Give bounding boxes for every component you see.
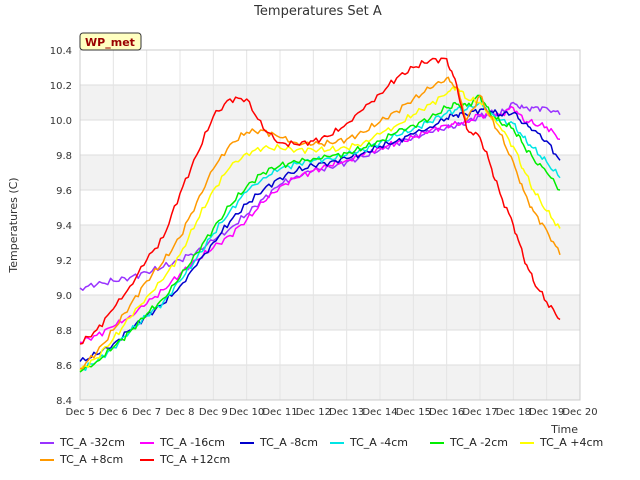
legend-swatch [140,459,154,461]
x-tick-label: Dec 20 [562,407,597,418]
legend-label: TC_A -4cm [350,436,409,449]
legend-swatch [330,442,344,444]
legend-swatch [40,459,54,461]
plot-area-border [79,49,581,401]
y-tick-label: 8.6 [56,361,72,372]
series-line [79,94,561,373]
legend-label: TC_A -2cm [450,436,509,449]
legend-label: TC_A +4cm [540,436,604,449]
legend-label: TC_A -8cm [260,436,319,449]
legend-label: TC_A +8cm [60,453,124,466]
x-tick-label: Dec 9 [199,407,228,418]
x-tick-label: Dec 18 [496,407,531,418]
x-tick-label: Dec 7 [132,407,161,418]
legend-swatch [240,442,254,444]
series-line [79,76,561,370]
y-tick-label: 8.4 [56,396,72,407]
y-tick-label: 9.0 [56,291,72,302]
badge-text: WP_met [85,36,135,49]
x-tick-label: Dec 17 [462,407,497,418]
y-tick-label: 9.8 [56,151,72,162]
legend-item: TC_A -2cm [430,436,508,450]
x-tick-label: Dec 5 [66,407,95,418]
y-axis-label: Temperatures (C) [7,177,20,273]
y-tick-label: 10.2 [50,81,72,92]
y-tick-label: 8.8 [56,326,72,337]
plot-band [80,365,580,400]
y-axis-ticks: 8.4 8.6 8.8 9.0 9.2 9.4 9.6 9.8 10.0 10.2 10.4 [50,46,72,407]
legend-item: TC_A -4cm [330,436,408,450]
plot-band [80,330,580,365]
y-tick-label: 9.2 [56,256,72,267]
y-tick-label: 10.0 [50,116,72,127]
plot-band [80,190,580,225]
legend-label: TC_A -16cm [160,436,226,449]
series-line [79,86,561,371]
legend-item: TC_A +12cm [140,453,230,467]
legend-swatch [40,442,54,444]
y-tick-label: 9.4 [56,221,72,232]
x-tick-label: Dec 12 [296,407,331,418]
plot-band [80,155,580,190]
y-tick-label: 9.6 [56,186,72,197]
x-tick-label: Dec 14 [362,407,397,418]
badge-box [79,32,142,51]
plot-band [80,225,580,260]
plot-band [80,295,580,330]
x-tick-label: Dec 16 [429,407,464,418]
series-line [79,57,561,345]
x-tick-label: Dec 6 [99,407,128,418]
y-tick-label: 10.4 [50,46,72,57]
legend-item: TC_A -32cm [40,436,125,450]
x-axis-label: Time [550,423,578,436]
wp-met-badge: WP_met [79,32,142,51]
x-tick-label: Dec 10 [229,407,264,418]
x-tick-label: Dec 8 [166,407,195,418]
legend-label: TC_A -32cm [60,436,126,449]
legend-item: TC_A -8cm [240,436,318,450]
legend-swatch [430,442,444,444]
legend-item: TC_A -16cm [140,436,225,450]
x-tick-label: Dec 11 [262,407,297,418]
legend-swatch [140,442,154,444]
legend-label: TC_A +12cm [160,453,231,466]
x-tick-label: Dec 13 [329,407,364,418]
plot-band [80,50,580,85]
legend-item: TC_A +8cm [40,453,123,467]
legend-item: TC_A +4cm [520,436,603,450]
series-line [79,101,561,371]
chart-title: Temperatures Set A [253,4,382,19]
legend-swatch [520,442,534,444]
x-tick-label: Dec 19 [529,407,564,418]
x-tick-label: Dec 15 [396,407,431,418]
series-lines [79,57,561,373]
series-line [79,101,561,291]
